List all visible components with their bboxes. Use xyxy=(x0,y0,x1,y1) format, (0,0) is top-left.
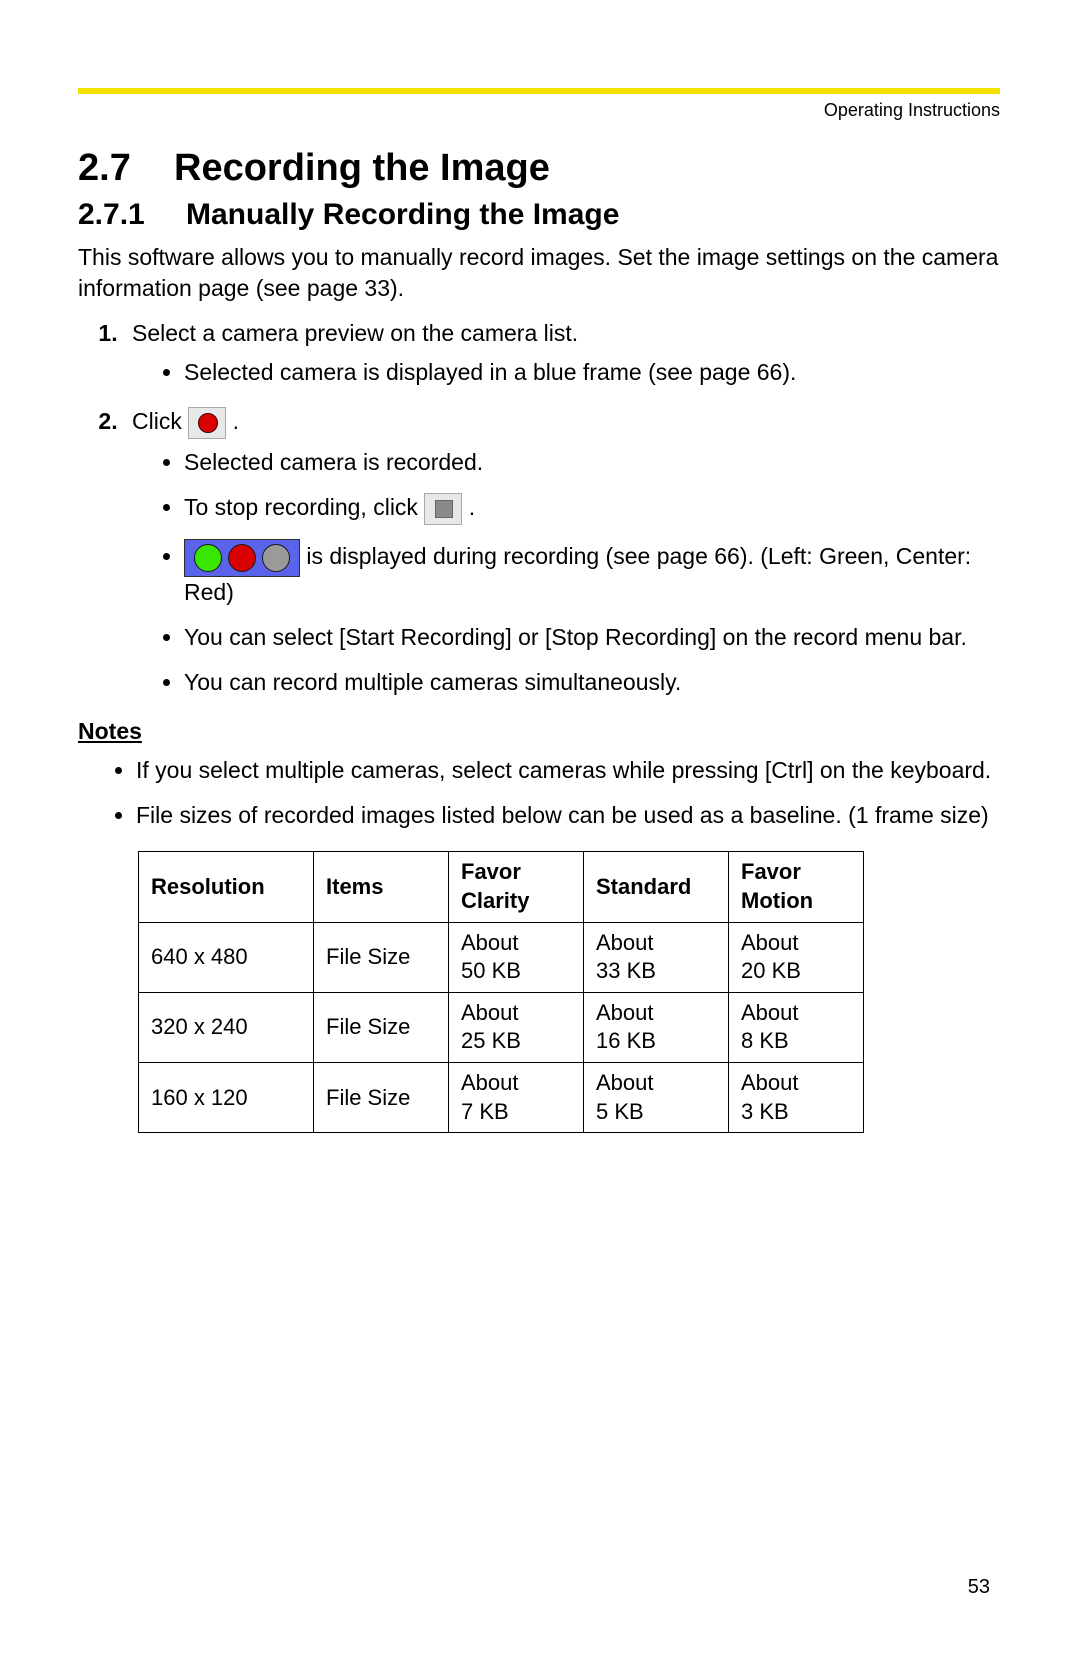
table-header: Standard xyxy=(584,852,729,922)
table-row: 320 x 240File SizeAbout25 KBAbout16 KBAb… xyxy=(139,992,864,1062)
page-number: 53 xyxy=(968,1576,990,1599)
note-2: File sizes of recorded images listed bel… xyxy=(136,800,1000,831)
indicator-dot-gray xyxy=(262,544,290,572)
top-rule xyxy=(78,88,1000,94)
subsection-number: 2.7.1 xyxy=(78,198,186,232)
section-title: Recording the Image xyxy=(174,147,550,189)
table-cell: About33 KB xyxy=(584,922,729,992)
body: This software allows you to manually rec… xyxy=(78,242,1000,1133)
table-cell: About16 KB xyxy=(584,992,729,1062)
indicator-dot-red xyxy=(228,544,256,572)
file-size-table: ResolutionItemsFavorClarityStandardFavor… xyxy=(138,851,864,1133)
step-2-bullet-2: To stop recording, click . xyxy=(184,492,1000,525)
running-header: Operating Instructions xyxy=(78,100,1000,121)
steps-list: Select a camera preview on the camera li… xyxy=(78,318,1000,698)
step-2-prefix: Click xyxy=(132,408,188,434)
step-2: Click . Selected camera is recorded. To … xyxy=(124,406,1000,698)
table-cell: File Size xyxy=(314,992,449,1062)
table-row: 160 x 120File SizeAbout7 KBAbout5 KBAbou… xyxy=(139,1062,864,1132)
subsection-heading: 2.7.1Manually Recording the Image xyxy=(78,198,1000,232)
stop-icon xyxy=(424,493,462,525)
table-cell: About7 KB xyxy=(449,1062,584,1132)
step-2-bullet-2-suffix: . xyxy=(469,494,475,520)
step-2-bullet-5: You can record multiple cameras simultan… xyxy=(184,667,1000,698)
record-icon xyxy=(188,407,226,439)
table-cell: About25 KB xyxy=(449,992,584,1062)
step-2-suffix: . xyxy=(233,408,239,434)
table-cell: File Size xyxy=(314,922,449,992)
table-cell: 320 x 240 xyxy=(139,992,314,1062)
recording-indicator-icon xyxy=(184,539,300,577)
table-cell: About5 KB xyxy=(584,1062,729,1132)
table-cell: About8 KB xyxy=(729,992,864,1062)
notes-list: If you select multiple cameras, select c… xyxy=(78,755,1000,831)
intro-paragraph: This software allows you to manually rec… xyxy=(78,242,1000,304)
table-cell: 640 x 480 xyxy=(139,922,314,992)
notes-header: Notes xyxy=(78,716,1000,747)
section-number: 2.7 xyxy=(78,147,174,190)
section-heading: 2.7Recording the Image xyxy=(78,147,1000,190)
table-header: FavorClarity xyxy=(449,852,584,922)
table-cell: File Size xyxy=(314,1062,449,1132)
subsection-title: Manually Recording the Image xyxy=(186,198,619,231)
page: Operating Instructions 2.7Recording the … xyxy=(0,0,1080,1669)
table-row: 640 x 480File SizeAbout50 KBAbout33 KBAb… xyxy=(139,922,864,992)
table-cell: About3 KB xyxy=(729,1062,864,1132)
step-2-bullets: Selected camera is recorded. To stop rec… xyxy=(132,447,1000,698)
step-2-line: Click . xyxy=(132,406,1000,439)
table-cell: 160 x 120 xyxy=(139,1062,314,1132)
step-2-bullet-4: You can select [Start Recording] or [Sto… xyxy=(184,622,1000,653)
table-header: Resolution xyxy=(139,852,314,922)
table-header: FavorMotion xyxy=(729,852,864,922)
step-2-bullet-2-prefix: To stop recording, click xyxy=(184,494,424,520)
step-1-bullets: Selected camera is displayed in a blue f… xyxy=(132,357,1000,388)
note-1: If you select multiple cameras, select c… xyxy=(136,755,1000,786)
indicator-dot-green xyxy=(194,544,222,572)
step-1: Select a camera preview on the camera li… xyxy=(124,318,1000,388)
step-1-bullet-1: Selected camera is displayed in a blue f… xyxy=(184,357,1000,388)
step-1-text: Select a camera preview on the camera li… xyxy=(132,320,578,346)
step-2-bullet-3: is displayed during recording (see page … xyxy=(184,539,1000,608)
table-cell: About50 KB xyxy=(449,922,584,992)
table-cell: About20 KB xyxy=(729,922,864,992)
step-2-bullet-1: Selected camera is recorded. xyxy=(184,447,1000,478)
table-header: Items xyxy=(314,852,449,922)
step-2-bullet-3-text: is displayed during recording (see page … xyxy=(184,543,971,605)
